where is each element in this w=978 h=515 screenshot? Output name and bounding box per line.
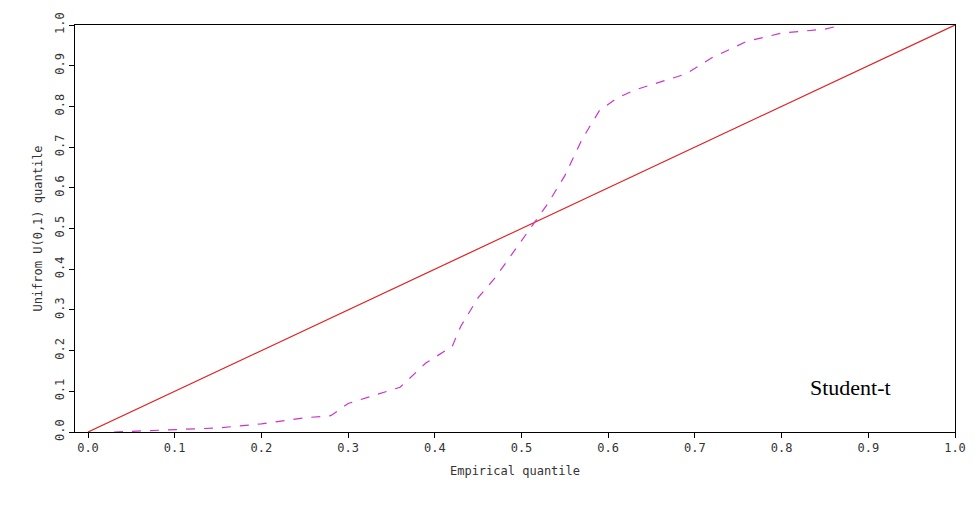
svg-text:0.8: 0.8 (53, 94, 67, 116)
svg-text:0.8: 0.8 (771, 441, 793, 455)
svg-text:0.6: 0.6 (53, 175, 67, 197)
svg-text:0.6: 0.6 (597, 441, 619, 455)
svg-text:0.0: 0.0 (77, 441, 99, 455)
svg-text:0.3: 0.3 (337, 441, 359, 455)
svg-text:0.5: 0.5 (511, 441, 533, 455)
svg-text:1.0: 1.0 (53, 12, 67, 34)
svg-text:0.9: 0.9 (857, 441, 879, 455)
svg-text:0.2: 0.2 (251, 441, 273, 455)
svg-text:0.7: 0.7 (684, 441, 706, 455)
svg-text:0.1: 0.1 (53, 379, 67, 401)
svg-text:0.5: 0.5 (53, 216, 67, 238)
svg-text:0.0: 0.0 (53, 419, 67, 441)
svg-text:Student-t: Student-t (810, 375, 891, 400)
svg-text:0.1: 0.1 (164, 441, 186, 455)
svg-text:0.3: 0.3 (53, 297, 67, 319)
svg-text:Unifrom U(0,1) quantile: Unifrom U(0,1) quantile (31, 145, 45, 311)
svg-text:Empirical quantile: Empirical quantile (450, 464, 580, 478)
svg-text:0.7: 0.7 (53, 134, 67, 156)
svg-text:0.4: 0.4 (53, 257, 67, 279)
svg-text:0.4: 0.4 (424, 441, 446, 455)
svg-text:0.9: 0.9 (53, 53, 67, 75)
svg-text:1.0: 1.0 (944, 441, 966, 455)
svg-text:0.2: 0.2 (53, 338, 67, 360)
